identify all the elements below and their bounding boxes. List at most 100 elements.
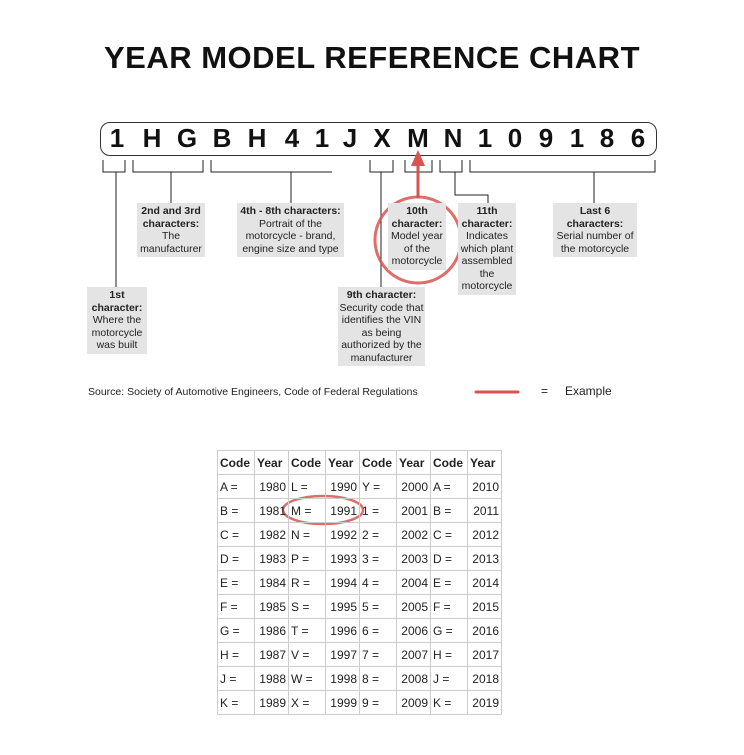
code-cell: R = (288, 570, 326, 595)
vin-box (100, 122, 657, 156)
vin-character: 9 (538, 123, 554, 153)
year-cell: 1990 (325, 474, 360, 499)
highlight-arrow-head (411, 150, 425, 166)
year-cell: 2000 (396, 474, 431, 499)
vin-character: 0 (507, 123, 523, 153)
table-row: G = 1986 T = 1996 6 = 2006 G = 2016 (217, 618, 502, 643)
code-cell: 7 = (359, 642, 397, 667)
year-cell: 1989 (254, 690, 289, 715)
code-cell: F = (217, 594, 255, 619)
vin-character: 1 (477, 123, 493, 153)
vin-character: 4 (284, 123, 300, 153)
vin-character: X (373, 123, 391, 153)
column-header: Code (359, 450, 397, 475)
code-cell: A = (430, 474, 468, 499)
source-note: Source: Society of Automotive Engineers,… (88, 386, 418, 398)
year-cell: 2001 (396, 498, 431, 523)
year-cell: 2005 (396, 594, 431, 619)
table-row: E = 1984 R = 1994 4 = 2004 E = 2014 (217, 570, 502, 595)
code-cell: 9 = (359, 690, 397, 715)
code-cell: J = (430, 666, 468, 691)
year-cell: 1993 (325, 546, 360, 571)
code-cell: G = (217, 618, 255, 643)
year-cell: 2017 (467, 642, 502, 667)
year-cell: 2016 (467, 618, 502, 643)
code-cell: 8 = (359, 666, 397, 691)
code-cell: B = (430, 498, 468, 523)
year-cell: 2006 (396, 618, 431, 643)
year-cell: 1982 (254, 522, 289, 547)
code-cell: P = (288, 546, 326, 571)
label-10th: 10th character: Model year of the motorcy… (388, 203, 446, 270)
year-cell: 2003 (396, 546, 431, 571)
year-cell: 1986 (254, 618, 289, 643)
year-cell: 2014 (467, 570, 502, 595)
year-cell: 2010 (467, 474, 502, 499)
code-cell: K = (430, 690, 468, 715)
label-4th-8th: 4th - 8th characters: Portrait of the mot… (237, 203, 344, 257)
year-cell: 2002 (396, 522, 431, 547)
code-cell: C = (217, 522, 255, 547)
bracket-last-6 (469, 160, 656, 203)
vin-character: B (212, 123, 232, 153)
bracket-11th (439, 160, 489, 203)
code-cell: G = (430, 618, 468, 643)
year-cell: 2004 (396, 570, 431, 595)
code-cell: H = (217, 642, 255, 667)
code-cell: S = (288, 594, 326, 619)
code-cell: J = (217, 666, 255, 691)
code-cell: H = (430, 642, 468, 667)
year-cell: 1985 (254, 594, 289, 619)
legend-label: Example (565, 384, 612, 398)
year-cell: 2008 (396, 666, 431, 691)
year-cell: 1995 (325, 594, 360, 619)
bracket-4th-8th (210, 160, 332, 203)
year-cell: 1996 (325, 618, 360, 643)
year-cell: 2018 (467, 666, 502, 691)
label-9th: 9th character: Security code that identif… (338, 287, 425, 366)
year-cell: 2015 (467, 594, 502, 619)
column-header: Code (430, 450, 468, 475)
code-cell: D = (217, 546, 255, 571)
code-cell: W = (288, 666, 326, 691)
column-header: Year (396, 450, 431, 475)
table-row: H = 1987 V = 1997 7 = 2007 H = 2017 (217, 642, 502, 667)
code-cell: 1 = (359, 498, 397, 523)
vin-character: H (247, 123, 267, 153)
vin-character: N (443, 123, 463, 153)
year-cell: 1999 (325, 690, 360, 715)
code-cell: 3 = (359, 546, 397, 571)
table-row: K = 1989 X = 1999 9 = 2009 K = 2019 (217, 690, 502, 715)
year-cell: 1997 (325, 642, 360, 667)
table-row: C = 1982 N = 1992 2 = 2002 C = 2012 (217, 522, 502, 547)
vin-character: 8 (599, 123, 615, 153)
year-cell: 1994 (325, 570, 360, 595)
code-cell: K = (217, 690, 255, 715)
code-cell: M = (288, 498, 326, 523)
page-title: YEAR MODEL REFERENCE CHART (103, 40, 641, 75)
column-header: Code (217, 450, 255, 475)
label-2nd-3rd: 2nd and 3rd characters: The manufacturer (137, 203, 205, 257)
code-cell: F = (430, 594, 468, 619)
year-cell: 1981 (254, 498, 289, 523)
year-cell: 2007 (396, 642, 431, 667)
code-cell: B = (217, 498, 255, 523)
code-cell: 4 = (359, 570, 397, 595)
code-cell: D = (430, 546, 468, 571)
code-cell: T = (288, 618, 326, 643)
legend-equals: = (541, 384, 549, 398)
year-cell: 1987 (254, 642, 289, 667)
vin-character: 1 (569, 123, 585, 153)
table-row: F = 1985 S = 1995 5 = 2005 F = 2015 (217, 594, 502, 619)
column-header: Year (325, 450, 360, 475)
bracket-2nd-3rd (132, 160, 204, 203)
code-cell: Y = (359, 474, 397, 499)
code-cell: 2 = (359, 522, 397, 547)
year-cell: 1988 (254, 666, 289, 691)
label-11th: 11th character: Indicates which plant ass… (458, 203, 516, 295)
bracket-9th (369, 160, 394, 287)
year-cell: 1983 (254, 546, 289, 571)
vin-character: J (342, 123, 358, 153)
column-header: Code (288, 450, 326, 475)
